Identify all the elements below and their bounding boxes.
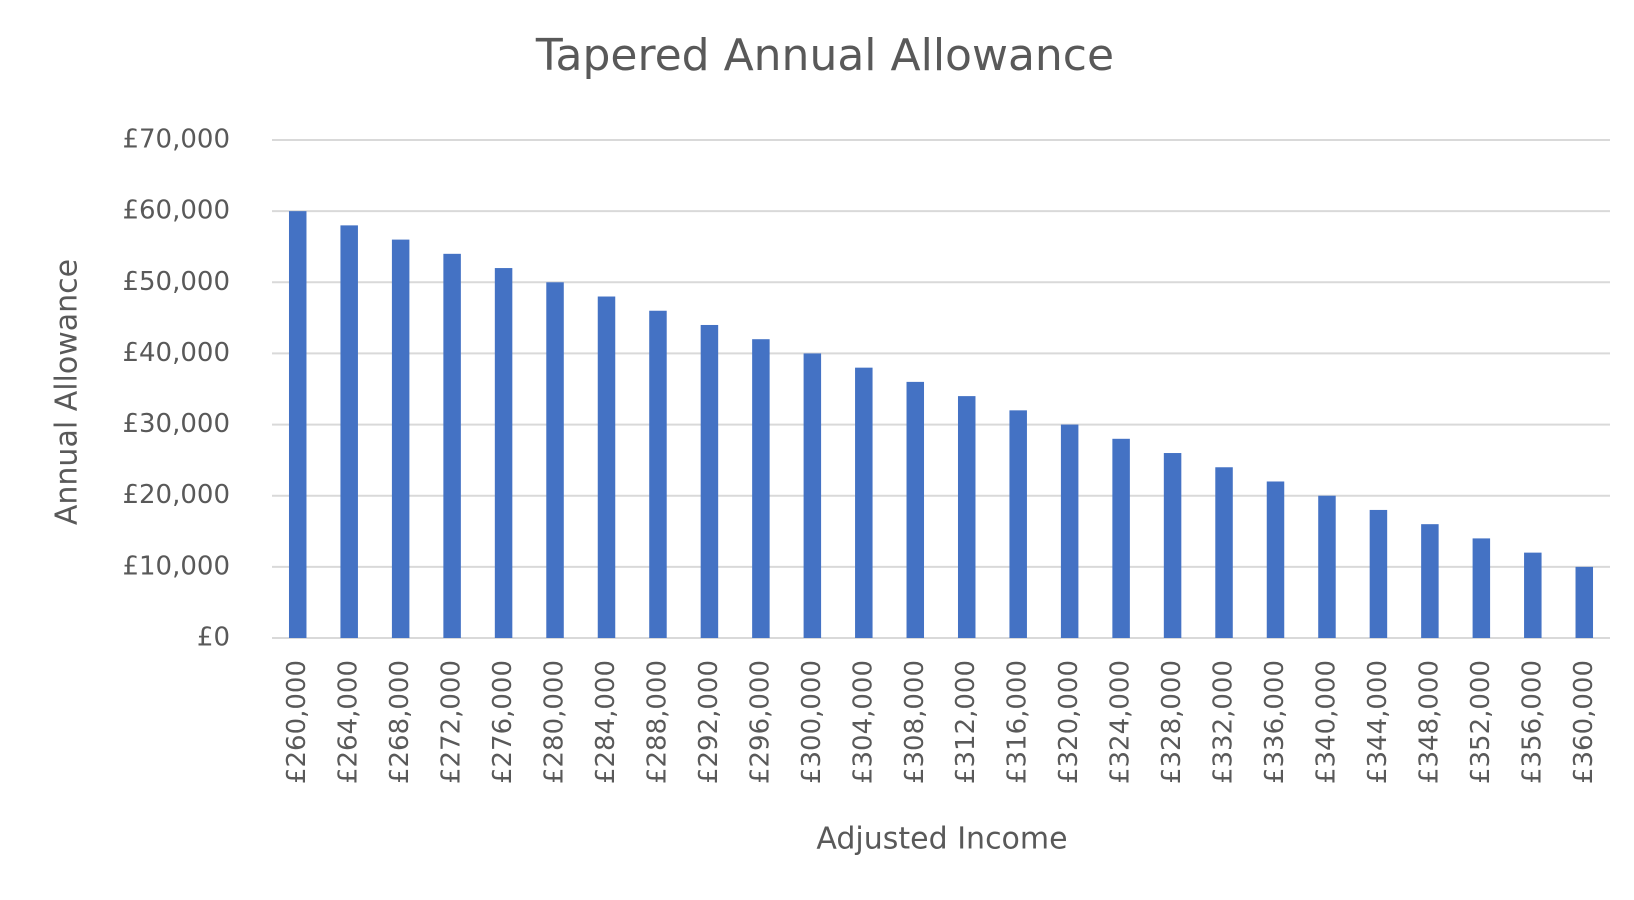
x-tick-label: £348,000 bbox=[1414, 660, 1444, 784]
x-tick-label: £356,000 bbox=[1517, 660, 1547, 784]
bar bbox=[752, 339, 770, 638]
y-tick-label: £10,000 bbox=[122, 551, 230, 581]
x-tick-label: £304,000 bbox=[848, 660, 878, 784]
x-tick-label: £320,000 bbox=[1054, 660, 1084, 784]
bar bbox=[1009, 410, 1027, 638]
x-tick-label: £324,000 bbox=[1106, 660, 1136, 784]
y-tick-label: £0 bbox=[197, 623, 230, 653]
bar bbox=[1472, 538, 1491, 638]
bar bbox=[391, 239, 410, 638]
x-tick-label: £312,000 bbox=[951, 660, 981, 784]
x-tick-label: £280,000 bbox=[540, 660, 570, 784]
x-axis-title: Adjusted Income bbox=[816, 822, 1067, 857]
bar bbox=[1524, 552, 1542, 638]
y-tick-label: £60,000 bbox=[122, 196, 230, 226]
bar bbox=[803, 353, 822, 638]
bar bbox=[1060, 424, 1079, 638]
y-axis-title: Annual Allowance bbox=[50, 259, 85, 525]
y-tick-label: £30,000 bbox=[122, 409, 230, 439]
x-tick-label: £308,000 bbox=[900, 660, 930, 784]
bar bbox=[906, 381, 925, 638]
x-tick-label: £284,000 bbox=[591, 660, 621, 784]
x-tick-label: £260,000 bbox=[282, 660, 312, 784]
x-tick-label: £292,000 bbox=[694, 660, 724, 784]
x-tick-label: £316,000 bbox=[1003, 660, 1033, 784]
bar bbox=[1421, 524, 1439, 638]
x-tick-label: £268,000 bbox=[385, 660, 415, 784]
bar bbox=[957, 396, 976, 638]
bar bbox=[1266, 481, 1285, 638]
bar bbox=[597, 296, 616, 638]
y-tick-label: £70,000 bbox=[122, 125, 230, 155]
bar bbox=[1575, 566, 1594, 638]
x-tick-label: £264,000 bbox=[334, 660, 364, 784]
x-tick-label: £344,000 bbox=[1363, 660, 1393, 784]
bar bbox=[649, 310, 667, 638]
bar bbox=[340, 225, 358, 638]
x-tick-label: £276,000 bbox=[488, 660, 518, 784]
chart-title: Tapered Annual Allowance bbox=[535, 30, 1114, 81]
y-tick-label: £20,000 bbox=[122, 480, 230, 510]
bar bbox=[1318, 495, 1336, 638]
x-tick-label: £300,000 bbox=[797, 660, 827, 784]
bar bbox=[1112, 438, 1130, 638]
x-tick-label: £288,000 bbox=[642, 660, 672, 784]
bar bbox=[443, 253, 461, 639]
bar bbox=[1369, 509, 1388, 638]
bar bbox=[1215, 467, 1233, 638]
x-tick-label: £296,000 bbox=[745, 660, 775, 784]
bar bbox=[288, 211, 307, 638]
x-tick-label: £272,000 bbox=[437, 660, 467, 784]
x-tick-label: £332,000 bbox=[1209, 660, 1239, 784]
bar bbox=[1163, 453, 1182, 638]
bar bbox=[700, 324, 719, 638]
bar bbox=[855, 367, 873, 638]
y-tick-label: £40,000 bbox=[122, 338, 230, 368]
x-tick-label: £336,000 bbox=[1260, 660, 1290, 784]
bar bbox=[546, 282, 564, 638]
x-tick-label: £328,000 bbox=[1157, 660, 1187, 784]
x-tick-label: £352,000 bbox=[1466, 660, 1496, 784]
x-tick-label: £340,000 bbox=[1311, 660, 1341, 784]
x-tick-label: £360,000 bbox=[1569, 660, 1599, 784]
y-tick-label: £50,000 bbox=[122, 267, 230, 297]
bar bbox=[494, 268, 513, 638]
